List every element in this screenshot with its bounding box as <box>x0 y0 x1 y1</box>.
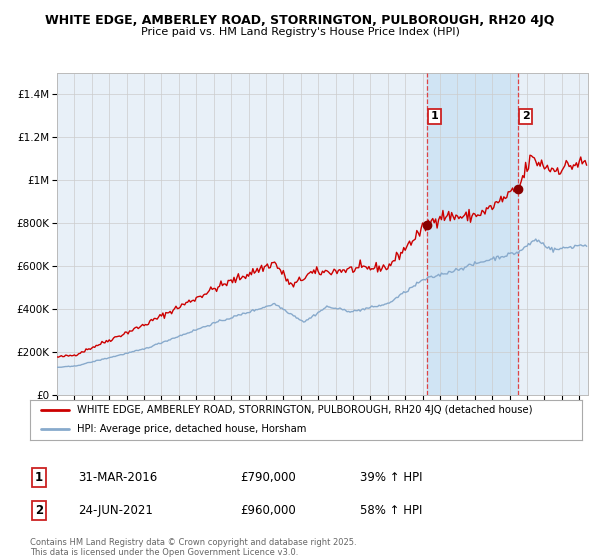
Text: WHITE EDGE, AMBERLEY ROAD, STORRINGTON, PULBOROUGH, RH20 4JQ (detached house): WHITE EDGE, AMBERLEY ROAD, STORRINGTON, … <box>77 405 532 415</box>
Text: WHITE EDGE, AMBERLEY ROAD, STORRINGTON, PULBOROUGH, RH20 4JQ: WHITE EDGE, AMBERLEY ROAD, STORRINGTON, … <box>46 14 554 27</box>
Text: £790,000: £790,000 <box>240 470 296 484</box>
Text: 1: 1 <box>430 111 438 122</box>
Text: 1: 1 <box>35 470 43 484</box>
Text: 2: 2 <box>522 111 530 122</box>
Bar <box>427 73 518 395</box>
Text: 58% ↑ HPI: 58% ↑ HPI <box>360 504 422 517</box>
Text: 39% ↑ HPI: 39% ↑ HPI <box>360 470 422 484</box>
Text: Contains HM Land Registry data © Crown copyright and database right 2025.
This d: Contains HM Land Registry data © Crown c… <box>30 538 356 557</box>
Text: Price paid vs. HM Land Registry's House Price Index (HPI): Price paid vs. HM Land Registry's House … <box>140 27 460 37</box>
Text: £960,000: £960,000 <box>240 504 296 517</box>
Text: 2: 2 <box>35 504 43 517</box>
Text: 31-MAR-2016: 31-MAR-2016 <box>78 470 157 484</box>
Text: HPI: Average price, detached house, Horsham: HPI: Average price, detached house, Hors… <box>77 423 306 433</box>
Text: 24-JUN-2021: 24-JUN-2021 <box>78 504 153 517</box>
